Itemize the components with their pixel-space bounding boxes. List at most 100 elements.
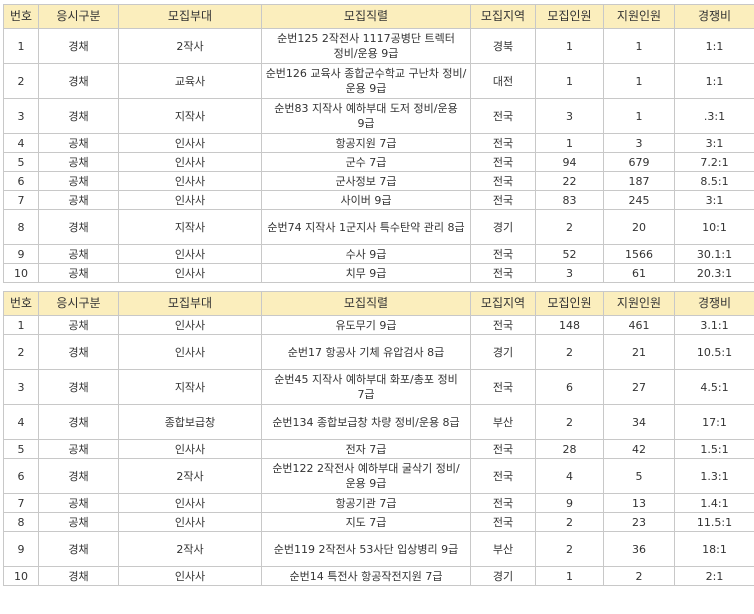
cell-ratio: 20.3:1	[674, 263, 754, 283]
cell-region: 전국	[470, 458, 536, 494]
cell-type: 공채	[38, 244, 119, 264]
cell-type: 공채	[38, 171, 119, 191]
cell-ratio: 1:1	[674, 63, 754, 99]
table-row: 1 경채 2작사 순번125 2작전사 1117공병단 트렉터 정비/운용 9급 경북 1…	[3, 28, 754, 64]
cell-type: 공채	[38, 263, 119, 283]
table-row: 9 공채 인사사 수사 9급 전국 52 1566 30.1:1	[3, 244, 754, 264]
cell-no: 4	[3, 404, 39, 440]
cell-ratio: 8.5:1	[674, 171, 754, 191]
cell-ratio: 4.5:1	[674, 369, 754, 405]
cell-apply: 1566	[603, 244, 675, 264]
cell-apply: 23	[603, 512, 675, 532]
cell-recruit: 1	[535, 28, 604, 64]
cell-type: 경채	[38, 458, 119, 494]
cell-recruit: 52	[535, 244, 604, 264]
cell-apply: 187	[603, 171, 675, 191]
table-row: 6 공채 인사사 군사정보 7급 전국 22 187 8.5:1	[3, 171, 754, 191]
cell-recruit: 83	[535, 190, 604, 210]
cell-recruit: 6	[535, 369, 604, 405]
col-header-position: 모집직렬	[261, 4, 471, 29]
cell-ratio: 11.5:1	[674, 512, 754, 532]
cell-no: 7	[3, 190, 39, 210]
cell-type: 경채	[38, 63, 119, 99]
cell-no: 9	[3, 244, 39, 264]
col-header-position: 모집직렬	[261, 291, 471, 316]
cell-no: 8	[3, 209, 39, 245]
cell-type: 경채	[38, 404, 119, 440]
cell-region: 경기	[470, 209, 536, 245]
cell-apply: 2	[603, 566, 675, 586]
col-header-ratio: 경쟁비	[674, 4, 754, 29]
table-row: 2 경채 인사사 순번17 항공사 기체 유압검사 8급 경기 2 21 10.5:1	[3, 334, 754, 370]
cell-region: 전국	[470, 152, 536, 172]
cell-no: 9	[3, 531, 39, 567]
table-row: 3 경채 지작사 순번83 지작사 예하부대 도저 정비/운용 9급 전국 3 1.3:1	[3, 98, 754, 134]
cell-position: 지도 7급	[261, 512, 471, 532]
cell-unit: 지작사	[118, 209, 262, 245]
cell-type: 경채	[38, 566, 119, 586]
cell-no: 3	[3, 369, 39, 405]
cell-type: 경채	[38, 531, 119, 567]
cell-no: 10	[3, 263, 39, 283]
cell-position: 순번125 2작전사 1117공병단 트렉터 정비/운용 9급	[261, 28, 471, 64]
cell-ratio: 3:1	[674, 190, 754, 210]
cell-apply: 1	[603, 28, 675, 64]
cell-no: 4	[3, 133, 39, 153]
cell-no: 1	[3, 315, 39, 335]
cell-recruit: 148	[535, 315, 604, 335]
cell-ratio: 30.1:1	[674, 244, 754, 264]
cell-apply: 13	[603, 493, 675, 513]
cell-no: 6	[3, 458, 39, 494]
cell-position: 유도무기 9급	[261, 315, 471, 335]
cell-unit: 인사사	[118, 171, 262, 191]
cell-recruit: 2	[535, 404, 604, 440]
cell-region: 대전	[470, 63, 536, 99]
cell-region: 전국	[470, 512, 536, 532]
cell-region: 전국	[470, 190, 536, 210]
cell-no: 10	[3, 566, 39, 586]
cell-recruit: 28	[535, 439, 604, 459]
cell-region: 전국	[470, 171, 536, 191]
cell-ratio: 10.5:1	[674, 334, 754, 370]
cell-position: 순번134 종합보급창 차량 정비/운용 8급	[261, 404, 471, 440]
cell-unit: 인사사	[118, 334, 262, 370]
cell-type: 경채	[38, 28, 119, 64]
table-row: 2 경채 교육사 순번126 교육사 종합군수학교 구난차 정비/운용 9급 대전 1 1 1…	[3, 63, 754, 99]
cell-unit: 인사사	[118, 512, 262, 532]
cell-position: 순번119 2작전사 53사단 입상병리 9급	[261, 531, 471, 567]
cell-recruit: 2	[535, 512, 604, 532]
cell-position: 항공기관 7급	[261, 493, 471, 513]
col-header-apply: 지원인원	[603, 291, 675, 316]
cell-recruit: 22	[535, 171, 604, 191]
cell-no: 1	[3, 28, 39, 64]
cell-recruit: 9	[535, 493, 604, 513]
cell-position: 순번45 지작사 예하부대 화포/총포 정비 7급	[261, 369, 471, 405]
cell-position: 순번83 지작사 예하부대 도저 정비/운용 9급	[261, 98, 471, 134]
cell-region: 전국	[470, 369, 536, 405]
cell-position: 순번122 2작전사 예하부대 굴삭기 정비/운용 9급	[261, 458, 471, 494]
table-row: 4 경채 종합보급창 순번134 종합보급창 차량 정비/운용 8급 부산 2 34 17:1	[3, 404, 754, 440]
cell-no: 6	[3, 171, 39, 191]
table-row: 7 공채 인사사 사이버 9급 전국 83 245 3:1	[3, 190, 754, 210]
cell-no: 5	[3, 152, 39, 172]
cell-ratio: 3:1	[674, 133, 754, 153]
table-row: 8 공채 인사사 지도 7급 전국 2 23 11.5:1	[3, 512, 754, 532]
cell-ratio: 1.3:1	[674, 458, 754, 494]
cell-recruit: 1	[535, 63, 604, 99]
cell-unit: 지작사	[118, 369, 262, 405]
cell-type: 경채	[38, 98, 119, 134]
col-header-no: 번호	[3, 4, 39, 29]
cell-region: 전국	[470, 133, 536, 153]
table-header-row: 번호 응시구분 모집부대 모집직렬 모집지역 모집인원 지원인원 경쟁비	[3, 291, 754, 316]
col-header-region: 모집지역	[470, 4, 536, 29]
cell-apply: 21	[603, 334, 675, 370]
cell-region: 경기	[470, 566, 536, 586]
col-header-recruit: 모집인원	[535, 4, 604, 29]
cell-region: 부산	[470, 404, 536, 440]
cell-ratio: 1:1	[674, 28, 754, 64]
cell-unit: 인사사	[118, 263, 262, 283]
cell-recruit: 3	[535, 263, 604, 283]
cell-position: 사이버 9급	[261, 190, 471, 210]
cell-position: 순번17 항공사 기체 유압검사 8급	[261, 334, 471, 370]
cell-position: 항공지원 7급	[261, 133, 471, 153]
